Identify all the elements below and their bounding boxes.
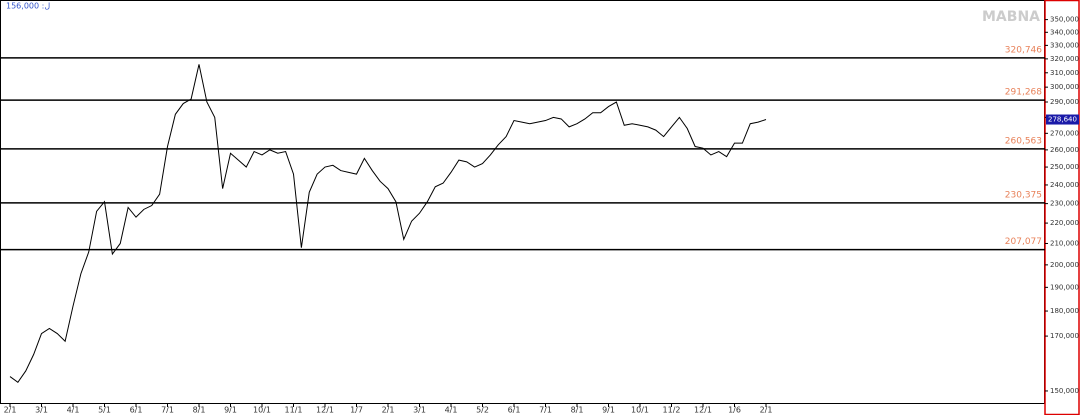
y-tick-label: 340,000 <box>1050 28 1079 36</box>
x-tick-label: 3/1 <box>35 406 48 415</box>
x-tick-label: 11/1 <box>285 406 303 415</box>
y-tick-label: 210,000 <box>1050 239 1079 247</box>
y-tick-label: 230,000 <box>1050 200 1079 208</box>
y-tick-label: 310,000 <box>1050 69 1079 77</box>
y-tick-label: 300,000 <box>1050 83 1079 91</box>
y-tick-label: 200,000 <box>1050 261 1079 269</box>
level-label: 320,746 <box>1005 45 1042 55</box>
x-tick-label: 10/1 <box>631 406 649 415</box>
last-price-label: 278,640 <box>1048 116 1077 124</box>
x-tick-label: 9/1 <box>602 406 615 415</box>
level-label: 291,268 <box>1005 88 1042 98</box>
y-tick-label: 170,000 <box>1050 332 1079 340</box>
y-tick-label: 180,000 <box>1050 307 1079 315</box>
y-tick-label: 270,000 <box>1050 129 1079 137</box>
x-tick-label: 2/1 <box>4 406 17 415</box>
x-tick-label: 10/1 <box>253 406 271 415</box>
x-tick-label: 5/1 <box>98 406 111 415</box>
x-tick-label: 2/1 <box>382 406 395 415</box>
x-tick-label: 12/1 <box>694 406 712 415</box>
x-tick-label: 6/1 <box>130 406 143 415</box>
x-tick-label: 4/1 <box>445 406 458 415</box>
x-tick-label: 2/1 <box>760 406 773 415</box>
y-tick-label: 290,000 <box>1050 98 1079 106</box>
x-tick-label: 1/7 <box>350 406 363 415</box>
y-tick-label: 150,000 <box>1050 387 1079 395</box>
x-tick-label: 9/1 <box>224 406 237 415</box>
y-tick-label: 320,000 <box>1050 55 1079 63</box>
corner-label: 156,000 :ﻝ <box>6 2 50 11</box>
watermark: MABNA <box>982 9 1040 25</box>
last-price-box <box>1046 114 1079 125</box>
y-tick-label: 240,000 <box>1050 181 1079 189</box>
level-label: 207,077 <box>1005 237 1042 247</box>
level-label: 260,563 <box>1005 136 1042 146</box>
plot-frame <box>0 0 1045 404</box>
x-tick-label: 12/1 <box>316 406 334 415</box>
y-tick-label: 250,000 <box>1050 163 1079 171</box>
y-tick-label: 190,000 <box>1050 283 1079 291</box>
axis-frame <box>1044 0 1080 415</box>
y-tick-label: 260,000 <box>1050 146 1079 154</box>
x-tick-label: 1/6 <box>728 406 741 415</box>
y-tick-label: 330,000 <box>1050 41 1079 49</box>
x-tick-label: 4/1 <box>67 406 80 415</box>
x-tick-label: 7/1 <box>539 406 552 415</box>
x-tick-label: 8/1 <box>193 406 206 415</box>
y-tick-label: 350,000 <box>1050 16 1079 24</box>
level-label: 230,375 <box>1005 190 1042 200</box>
x-tick-label: 3/1 <box>413 406 426 415</box>
x-tick-label: 5/2 <box>476 406 489 415</box>
x-tick-label: 8/1 <box>571 406 584 415</box>
x-tick-label: 7/1 <box>161 406 174 415</box>
x-tick-label: 6/1 <box>508 406 521 415</box>
price-line <box>9 64 767 383</box>
y-tick-label: 220,000 <box>1050 219 1079 227</box>
x-tick-label: 11/2 <box>663 406 681 415</box>
